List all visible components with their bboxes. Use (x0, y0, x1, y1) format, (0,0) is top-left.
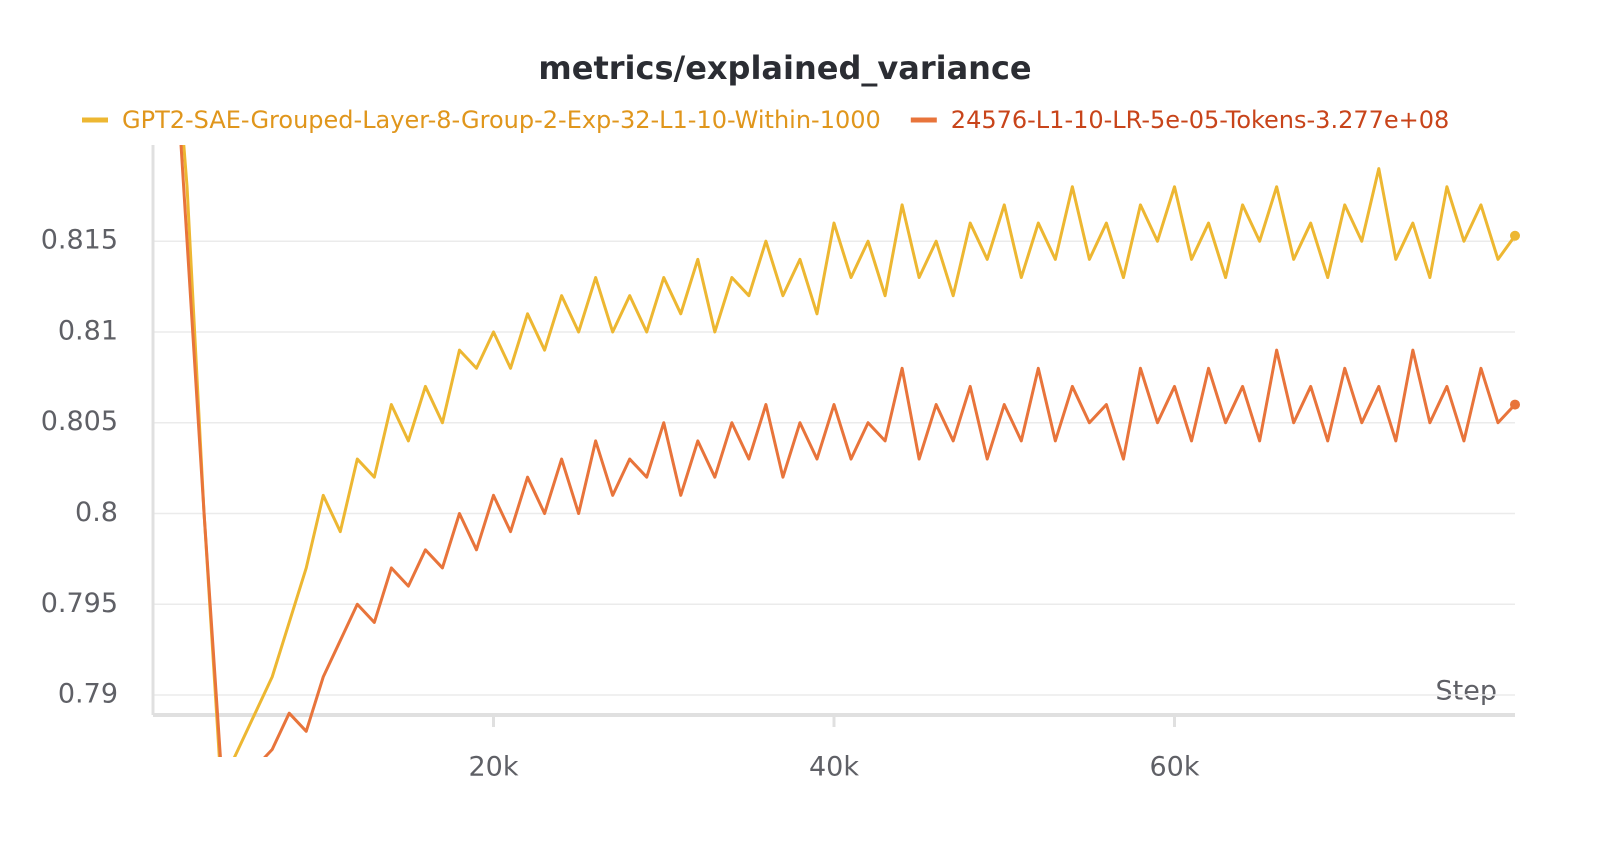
series-line (182, 145, 1515, 757)
y-tick-label: 0.8 (75, 497, 118, 528)
chart-title: metrics/explained_variance (538, 49, 1031, 87)
x-tick-label: 60k (1150, 752, 1200, 783)
legend: GPT2-SAE-Grouped-Layer-8-Group-2-Exp-32-… (82, 106, 1449, 134)
y-tick-label: 0.795 (41, 588, 118, 619)
x-axis-label: Step (1436, 676, 1497, 707)
legend-label: GPT2-SAE-Grouped-Layer-8-Group-2-Exp-32-… (122, 106, 881, 134)
legend-label: 24576-L1-10-LR-5e-05-Tokens-3.277e+08 (951, 106, 1450, 134)
plot-area (179, 145, 1515, 757)
end-point (1510, 230, 1520, 241)
series-line (179, 145, 1515, 757)
y-tick-label: 0.81 (58, 315, 118, 346)
y-tick-label: 0.79 (58, 679, 118, 710)
y-tick-label: 0.815 (41, 225, 118, 256)
y-tick-label: 0.805 (41, 406, 118, 437)
x-tick-label: 40k (809, 752, 859, 783)
end-point (1510, 399, 1520, 410)
x-tick-label: 20k (469, 752, 519, 783)
